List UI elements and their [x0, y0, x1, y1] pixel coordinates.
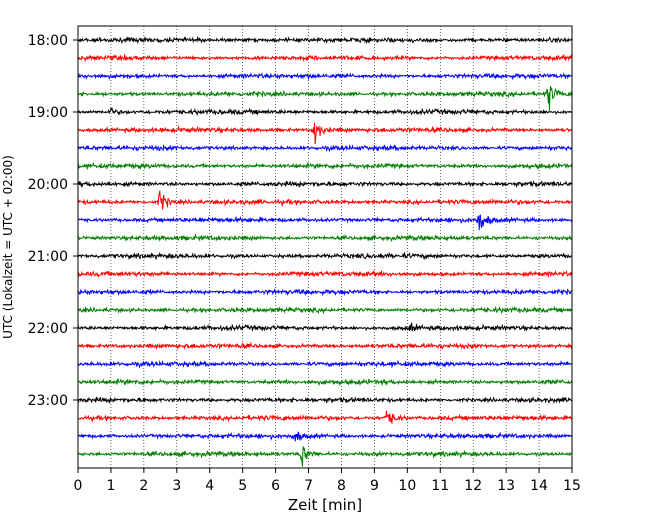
x-tick-label-1: 1 [106, 478, 115, 494]
x-tick-label-6: 6 [271, 478, 280, 494]
x-tick-label-2: 2 [139, 478, 148, 494]
trace-2015 [78, 190, 572, 210]
x-tick-label-10: 10 [398, 478, 416, 494]
trace-2115 [78, 269, 572, 279]
trace-2145 [78, 305, 572, 315]
trace-2215 [78, 341, 572, 351]
trace-1915 [78, 122, 572, 145]
trace-1845 [78, 86, 572, 111]
x-tick-label-3: 3 [172, 478, 181, 494]
trace-1815 [78, 53, 572, 63]
trace-2345 [78, 446, 572, 467]
trace-1930 [78, 143, 572, 153]
trace-2315 [78, 410, 572, 424]
trace-2130 [78, 287, 572, 297]
x-tick-label-8: 8 [337, 478, 346, 494]
x-tick-label-7: 7 [304, 478, 313, 494]
trace-2330 [78, 431, 572, 442]
trace-2100 [78, 251, 572, 261]
trace-1945 [78, 161, 572, 171]
y-tick-label-2200: 22:00 [28, 321, 68, 337]
x-tick-label-12: 12 [464, 478, 482, 494]
x-tick-label-15: 15 [563, 478, 581, 494]
trace-1830 [78, 72, 572, 81]
y-tick-label-1900: 19:00 [28, 105, 68, 121]
trace-2300 [78, 396, 572, 404]
x-tick-label-5: 5 [238, 478, 247, 494]
x-axis-ticks: 0 1 2 3 4 5 6 7 8 9 10 11 12 13 14 15 [74, 468, 581, 494]
x-axis-label: Zeit [min] [288, 496, 362, 514]
x-tick-label-4: 4 [205, 478, 214, 494]
y-tick-label-1800: 18:00 [28, 33, 68, 49]
trace-2000 [78, 180, 572, 189]
plot-frame [77, 25, 573, 469]
x-tick-label-0: 0 [74, 478, 83, 494]
x-tick-label-9: 9 [370, 478, 379, 494]
seismic-traces [78, 35, 572, 467]
x-tick-label-13: 13 [497, 478, 515, 494]
y-tick-label-2300: 23:00 [28, 393, 68, 409]
x-tick-label-14: 14 [530, 478, 548, 494]
trace-2045 [78, 233, 572, 243]
trace-1900 [78, 106, 572, 117]
trace-2230 [78, 359, 572, 369]
trace-2245 [78, 377, 572, 387]
trace-1800 [78, 35, 572, 45]
y-tick-label-2100: 21:00 [28, 249, 68, 265]
y-tick-label-2000: 20:00 [28, 177, 68, 193]
y-axis-ticks: 18:00 19:00 20:00 21:00 22:00 23:00 [28, 33, 78, 409]
trace-2030 [78, 214, 572, 230]
trace-2200 [78, 322, 572, 332]
y-axis-label: UTC (Lokalzeit = UTC + 02:00) [1, 155, 15, 339]
x-tick-label-11: 11 [431, 478, 449, 494]
